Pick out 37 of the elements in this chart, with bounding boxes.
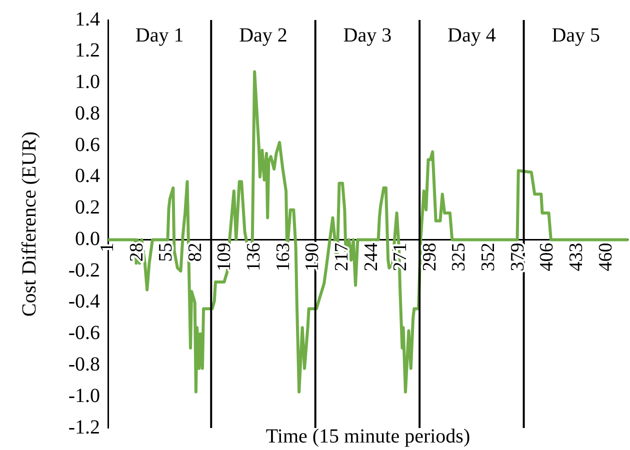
y-tick-label: 1.4	[75, 8, 100, 30]
y-tick-label: -0.6	[68, 322, 100, 344]
annotation: Day 5	[552, 24, 600, 46]
y-tick-label: -0.4	[68, 290, 100, 313]
y-tick-label: 0.0	[75, 228, 100, 250]
y-tick-label: 0.4	[75, 165, 100, 188]
x-tick-label: 406	[536, 242, 558, 272]
x-tick-label: 352	[478, 242, 500, 272]
annotation: Day 2	[239, 24, 288, 46]
x-tick-label: 163	[272, 242, 294, 272]
x-tick-label: 28	[126, 242, 148, 262]
x-tick-label: 109	[214, 242, 236, 272]
x-tick-label: 271	[390, 242, 412, 272]
y-tick-label: -1.2	[68, 416, 100, 438]
x-tick-label: 379	[507, 242, 528, 272]
y-tick-label: -0.2	[68, 259, 100, 282]
annotation: Day 3	[343, 24, 392, 46]
y-tick-label: -0.8	[68, 353, 100, 376]
x-tick-label: 460	[595, 242, 616, 272]
x-tick-label: 325	[448, 242, 470, 272]
y-tick-label: 1.0	[75, 71, 100, 94]
y-tick-label: 0.6	[75, 134, 100, 156]
x-tick-label: 298	[419, 242, 440, 272]
x-tick-label: 55	[156, 242, 177, 262]
x-tick-label: 82	[184, 242, 206, 262]
x-tick-label: 244	[360, 242, 382, 272]
y-tick-label: 1.2	[75, 40, 100, 62]
x-tick-label: 433	[566, 242, 587, 272]
annotation: Day 1	[135, 24, 184, 46]
y-tick-label: -1.0	[68, 384, 100, 407]
y-tick-label: 0.2	[75, 196, 100, 219]
y-tick-label: 0.8	[75, 102, 100, 124]
annotation: Day 4	[448, 24, 496, 46]
x-tick-label: 136	[244, 242, 265, 272]
y-axis-title: Cost Difference (EUR)	[18, 131, 40, 317]
x-axis-title: Time (15 minute periods)	[266, 425, 470, 448]
x-tick-label: 217	[331, 242, 352, 272]
